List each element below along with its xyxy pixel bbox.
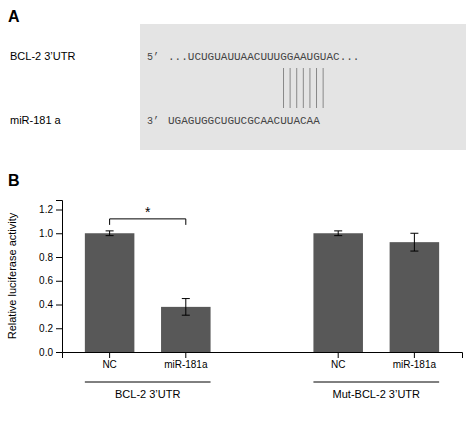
panel-b: B 0.0 0.2 0.4 0.6 0.8 1.0 1.2 NC miR-181a NC miR-18…	[6, 172, 463, 400]
bar	[390, 242, 440, 352]
error-bar	[182, 299, 190, 316]
y-tick-label: 0.4	[39, 299, 53, 310]
x-tick-label: miR-181a	[164, 359, 208, 370]
row-label: BCL-2 3’UTR	[10, 50, 75, 62]
x-tick: miR-181a	[393, 352, 437, 370]
x-tick: NC	[331, 352, 345, 370]
y-tick-line	[56, 352, 62, 353]
alignment-box	[140, 24, 466, 150]
y-tick-label: 0.0	[39, 347, 53, 358]
y-tick: 1.0	[39, 228, 62, 239]
chart-svg: A BCL-2 3’UTR 5’ miR-181 a 3’ ...UCUGUAUUAACU…	[0, 0, 474, 433]
x-tick: NC	[102, 352, 116, 370]
y-tick-label: 0.6	[39, 275, 53, 286]
y-tick-line	[56, 328, 62, 329]
bar	[85, 233, 135, 352]
axis-line	[56, 201, 63, 353]
x-tick-label: NC	[331, 359, 345, 370]
sequence: UGAGUGGCUGUCGCAACUUACAA	[168, 115, 320, 127]
sequence-end: 5’	[147, 52, 159, 63]
significance-label: *	[145, 204, 151, 220]
x-tick-label: NC	[102, 359, 116, 370]
x-tick-label: miR-181a	[393, 359, 437, 370]
sequence: ...UCUGUAUUAACUUUGGAAUGUAC...	[168, 51, 359, 63]
x-tick-line	[109, 352, 110, 358]
y-tick-label: 0.8	[39, 252, 53, 263]
match-line	[283, 68, 284, 108]
x-axis: NC miR-181a NC miR-181a	[63, 352, 463, 370]
match-line	[323, 68, 324, 108]
panel-a: A BCL-2 3’UTR 5’ miR-181 a 3’ ...UCUGUAUUAACU…	[8, 8, 466, 150]
axis-line	[63, 353, 463, 359]
panel-label: A	[8, 8, 20, 25]
y-tick: 0.6	[39, 275, 62, 286]
x-tick-line	[338, 352, 339, 358]
y-tick: 1.2	[39, 204, 62, 215]
sequence-end: 3’	[147, 116, 159, 127]
y-tick: 0.8	[39, 252, 62, 263]
match-line	[303, 68, 304, 108]
y-tick-label: 1.0	[39, 228, 53, 239]
y-tick: 0.0	[39, 347, 62, 358]
match-line	[309, 68, 310, 108]
y-tick-line	[56, 233, 62, 234]
error-bar	[106, 231, 114, 236]
x-tick-line	[185, 352, 186, 358]
match-line	[290, 68, 291, 108]
group-label: BCL-2 3’UTR	[115, 388, 180, 400]
y-tick: 0.4	[39, 299, 62, 310]
x-tick: miR-181a	[164, 352, 208, 370]
y-tick-line	[56, 305, 62, 306]
group-underline	[85, 382, 211, 383]
group-label: Mut-BCL-2 3’UTR	[333, 388, 420, 400]
y-tick-label: 1.2	[39, 204, 53, 215]
bar	[313, 233, 363, 352]
y-tick: 0.2	[39, 323, 62, 334]
y-axis: 0.0 0.2 0.4 0.6 0.8 1.0 1.2	[39, 201, 62, 358]
row-label: miR-181 a	[10, 114, 62, 126]
match-line	[296, 68, 297, 108]
y-tick-line	[56, 281, 62, 282]
match-line	[316, 68, 317, 108]
panel-label: B	[8, 172, 20, 189]
plot-area	[85, 231, 439, 352]
y-tick-line	[56, 210, 62, 211]
x-tick-line	[414, 352, 415, 358]
group-underline	[313, 382, 439, 383]
error-bar	[410, 233, 418, 251]
y-axis-title: Relative luciferase activity	[6, 212, 18, 339]
y-tick-label: 0.2	[39, 323, 53, 334]
y-tick-line	[56, 257, 62, 258]
chart-root: A BCL-2 3’UTR 5’ miR-181 a 3’ ...UCUGUAUUAACU…	[0, 0, 474, 433]
error-bar	[334, 231, 342, 236]
